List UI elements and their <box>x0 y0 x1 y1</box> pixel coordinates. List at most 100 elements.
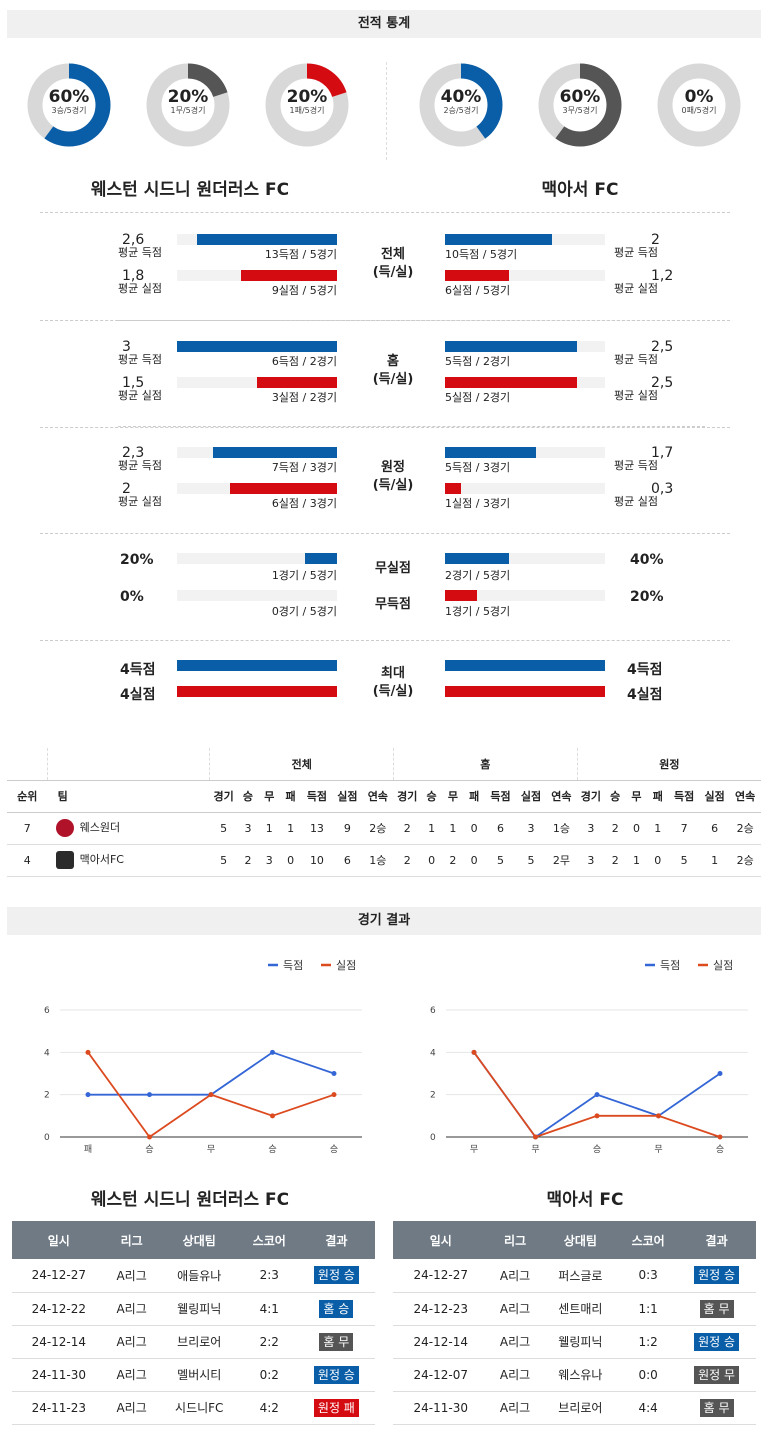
donut-subtitle: 1무/5경기 <box>170 106 206 115</box>
results-score-cell: 4:4 <box>619 1391 678 1425</box>
stat-cell: 3 <box>237 812 259 845</box>
away-home-gf-caption: 5득점 / 2경기 <box>445 355 511 368</box>
stat-cell: 1승 <box>362 844 394 877</box>
results-result-cell: 원정 승 <box>677 1259 756 1293</box>
stat-cell: 1 <box>442 812 464 845</box>
column-header: 경기 <box>577 779 605 813</box>
home-away-gf-value: 2,3 <box>122 445 145 461</box>
stat-cell: 3 <box>258 844 280 877</box>
away-away-gf-caption: 5득점 / 3경기 <box>445 461 511 474</box>
column-header: 연속 <box>545 779 578 813</box>
away-total-ga-value: 1,2 <box>651 268 674 284</box>
stat-cell: 1 <box>625 844 648 877</box>
x-tick-label: 승 <box>593 1144 601 1155</box>
home-total-gf-label: 평균 득점 <box>118 246 162 259</box>
results-header-row: 일시 리그 상대팀 스코어 결과 <box>12 1221 375 1259</box>
home-total-ga-bar <box>241 270 337 281</box>
x-tick-label: 승 <box>716 1144 724 1155</box>
results-row: 24-12-27 A리그 애들유나 2:3 원정 승 <box>12 1259 375 1293</box>
results-column-header: 리그 <box>105 1221 158 1259</box>
empty-cell <box>7 748 49 780</box>
x-tick-label: 패 <box>84 1144 92 1155</box>
away-max-conceded-bar <box>445 686 605 697</box>
column-header: 패 <box>463 779 485 813</box>
stat-cell: 2 <box>237 844 259 877</box>
away-total-ga-bar <box>445 270 509 281</box>
column-header-row: 순위 팀 경기 승 무 패 득점 실점 연속 경기 승 무 패 득점 실점 연속 경기 승 무 패 득점 실점 연속 <box>7 779 761 813</box>
results-result-cell: 홈 무 <box>297 1325 375 1359</box>
donut-fill <box>265 63 349 147</box>
results-date-cell: 24-11-30 <box>12 1358 106 1392</box>
donut-percent: 60% <box>48 87 90 107</box>
results-result-cell: 원정 승 <box>297 1358 375 1392</box>
results-date-cell: 24-12-14 <box>393 1325 489 1359</box>
away-total-gf-label: 평균 득점 <box>614 246 658 259</box>
away-away-ga-bar <box>445 483 461 494</box>
team-name-away: 맥아서 FC <box>541 180 619 200</box>
stat-cell: 10 <box>301 844 333 877</box>
results-league-cell: A리그 <box>105 1292 158 1326</box>
y-tick-label: 4 <box>44 1048 50 1058</box>
results-score-cell: 1:2 <box>619 1325 678 1359</box>
team-crest-icon <box>55 819 74 837</box>
data-point <box>208 1092 214 1098</box>
results-score-cell: 4:2 <box>240 1391 298 1425</box>
away-home-gf-label: 평균 득점 <box>614 353 658 366</box>
home-total-gf-caption: 13득점 / 5경기 <box>264 248 337 261</box>
results-league-cell: A리그 <box>488 1358 542 1392</box>
donut-ring <box>538 63 622 147</box>
legend-label: 득점 <box>283 959 303 972</box>
stat-cell: 2무 <box>545 844 578 877</box>
results-table-home: 일시 리그 상대팀 스코어 결과 24-12-27 A리그 애들유나 2:3 원정 승 24-12-… <box>12 1221 375 1425</box>
results-result-cell: 홈 무 <box>677 1391 756 1425</box>
stat-cell: 2승 <box>729 812 761 845</box>
home-home-ga-value: 1,5 <box>122 375 145 391</box>
results-date-cell: 24-11-30 <box>393 1391 489 1425</box>
away-home-ga-label: 평균 실점 <box>614 389 658 402</box>
data-point <box>717 1071 723 1076</box>
data-point <box>471 1049 477 1055</box>
results-score-cell: 1:1 <box>619 1292 678 1326</box>
column-header: 승 <box>237 779 259 813</box>
x-tick-label: 무 <box>654 1144 662 1155</box>
results-league-cell: A리그 <box>488 1391 542 1425</box>
result-badge: 홈 무 <box>699 1398 734 1417</box>
clean-sheet-label: 무실점 <box>375 561 411 576</box>
stat-cell: 9 <box>332 812 363 845</box>
away-clean-sheet-pct: 40% <box>630 552 664 568</box>
y-tick-label: 2 <box>44 1091 50 1101</box>
x-tick-label: 승 <box>268 1144 276 1155</box>
donut-chart: 20% 1무/5경기 <box>146 63 230 147</box>
y-tick-label: 2 <box>430 1091 436 1101</box>
results-column-header: 결과 <box>297 1221 375 1259</box>
results-league-cell: A리그 <box>105 1259 158 1293</box>
donut-label: 40% 2승/5경기 <box>419 88 503 116</box>
home-total-ga-value: 1,8 <box>122 268 145 284</box>
y-tick-label: 6 <box>44 1006 50 1016</box>
donut-percent: 60% <box>559 87 601 107</box>
legend-label: 실점 <box>713 959 733 972</box>
failed-to-score-label: 무득점 <box>375 597 411 612</box>
donut-chart: 60% 3무/5경기 <box>538 63 622 147</box>
donut-fill <box>419 63 503 147</box>
result-badge: 원정 패 <box>313 1398 359 1417</box>
column-header: 경기 <box>209 779 238 813</box>
results-date-cell: 24-12-22 <box>12 1292 106 1326</box>
stat-cell: 2 <box>393 844 421 877</box>
away-away-gf-bar <box>445 447 536 458</box>
divider <box>40 640 730 641</box>
data-point <box>147 1134 152 1140</box>
column-header: 실점 <box>699 779 730 813</box>
away-total-gf-value: 2 <box>651 232 660 248</box>
results-date-cell: 24-12-27 <box>393 1259 489 1293</box>
stat-cell: 0 <box>625 812 648 845</box>
stat-cell: 5 <box>209 844 238 877</box>
results-date-cell: 24-12-27 <box>12 1259 106 1293</box>
series-line <box>88 1051 335 1096</box>
away-clean-sheet-caption: 2경기 / 5경기 <box>445 569 511 582</box>
stat-cell: 0 <box>463 812 485 845</box>
team-crest-icon <box>55 851 74 869</box>
donut-fill <box>538 63 622 147</box>
results-column-header: 스코어 <box>240 1221 298 1259</box>
stat-cell: 3 <box>577 812 605 845</box>
